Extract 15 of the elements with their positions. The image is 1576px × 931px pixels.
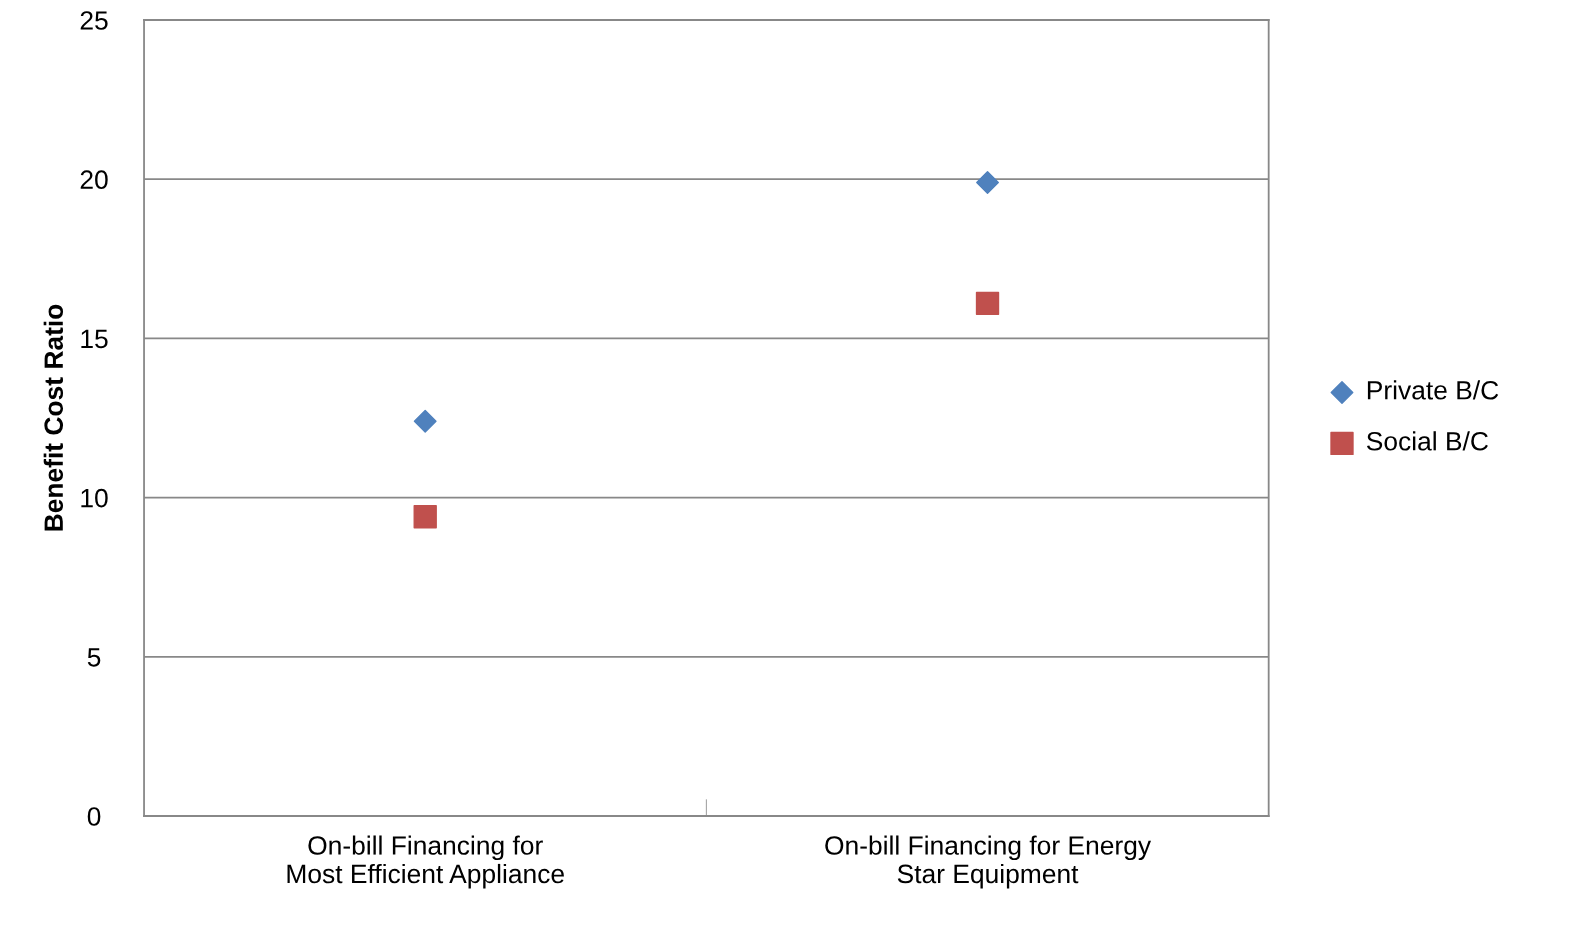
y-tick-label: 25 [80,11,108,30]
y-tick-label: 0 [87,807,101,826]
y-axis-title: Benefit Cost Ratio [43,304,64,531]
y-tick-label: 15 [81,329,108,349]
x-tick-label: On-bill Financing for Most Efficient Appliance [287,835,564,889]
point [413,505,437,529]
x-tick-label: On-bill Financing for Energy Star Equipment [825,835,1152,889]
legend-label: Private B/C [1367,380,1499,400]
legend-label: Social B/C [1366,431,1488,451]
point [413,409,437,433]
y-tick-label: 10 [81,488,108,508]
y-tick-label: 20 [80,170,108,190]
y-tick-label: 5 [87,648,101,667]
point [976,170,999,194]
point [975,291,1000,316]
